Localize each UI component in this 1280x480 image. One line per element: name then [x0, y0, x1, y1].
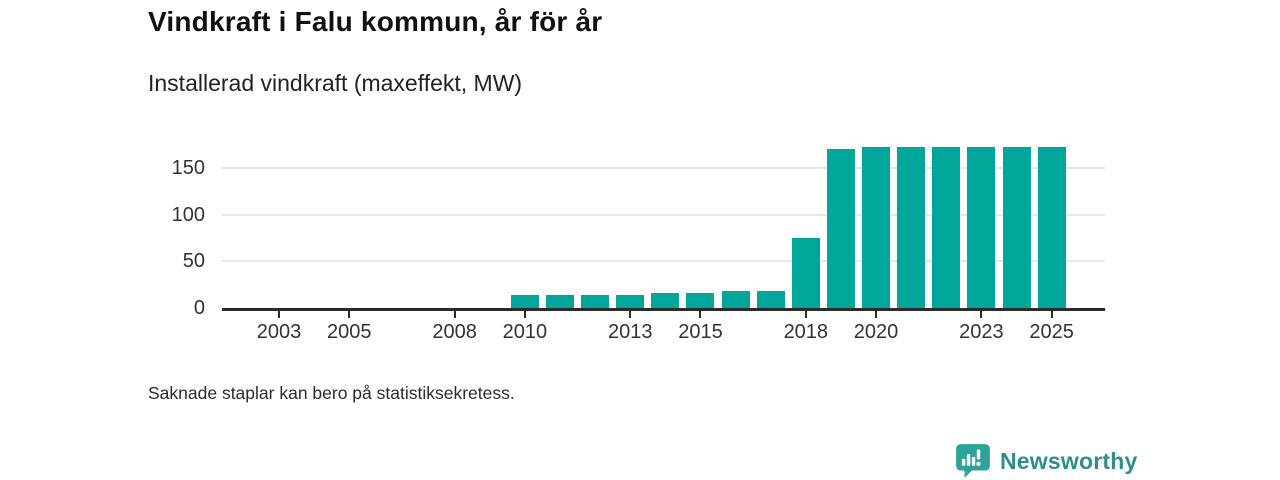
x-axis-label-2013: 2013 [607, 321, 653, 343]
gridline-y-150 [222, 167, 1105, 169]
bar-2019 [826, 149, 855, 308]
y-axis-label-0: 0 [193, 297, 205, 319]
x-tick-2008 [453, 311, 456, 318]
x-tick-2025 [1050, 311, 1053, 318]
x-tick-2015 [699, 311, 702, 318]
bar-2017 [756, 291, 785, 308]
bar-2014 [651, 293, 680, 308]
bar-2013 [616, 294, 645, 308]
x-axis-label-2020: 2020 [853, 321, 899, 343]
bar-2024 [1002, 147, 1031, 308]
x-axis-label-2023: 2023 [959, 321, 1004, 343]
x-axis-label-2025: 2025 [1029, 321, 1074, 343]
y-axis-label-50: 50 [182, 250, 205, 273]
x-axis-label-2010: 2010 [502, 321, 548, 343]
newsworthy-brand-link[interactable]: Newsworthy [954, 443, 1137, 479]
x-tick-2010 [523, 311, 526, 318]
x-tick-2018 [804, 311, 807, 318]
x-tick-2005 [348, 311, 351, 318]
x-tick-2013 [629, 311, 632, 318]
bar-2023 [967, 147, 996, 308]
brand-name: Newsworthy [1000, 447, 1138, 474]
gridline-y-100 [222, 213, 1105, 216]
x-tick-2003 [278, 311, 281, 318]
bar-2018 [791, 238, 820, 308]
gridline-y-50 [222, 260, 1105, 263]
x-axis-label-2018: 2018 [783, 321, 829, 343]
x-axis-label-2003: 2003 [256, 321, 302, 343]
x-axis-label-2015: 2015 [678, 321, 723, 343]
x-axis-label-2005: 2005 [327, 321, 372, 343]
x-axis-label-2008: 2008 [432, 321, 477, 343]
y-axis-label-150: 150 [171, 157, 205, 179]
plot-area [222, 140, 1105, 311]
x-tick-2023 [980, 311, 983, 318]
bar-2022 [932, 147, 961, 308]
bar-2016 [721, 291, 750, 308]
x-tick-2020 [875, 311, 878, 318]
chart-subtitle: Installerad vindkraft (maxeffekt, MW) [148, 70, 523, 96]
bar-2011 [545, 294, 574, 308]
footnote: Saknade staplar kan bero på statistiksek… [148, 383, 515, 403]
y-axis-label-100: 100 [171, 203, 205, 226]
bar-2025 [1037, 147, 1066, 308]
bar-2015 [686, 293, 715, 308]
bar-2010 [510, 294, 539, 308]
bar-2012 [581, 294, 610, 308]
bar-2020 [862, 147, 891, 308]
chart-title: Vindkraft i Falu kommun, år för år [148, 6, 603, 37]
newsworthy-bubble-chart-icon [954, 443, 992, 479]
bar-2021 [897, 147, 926, 308]
